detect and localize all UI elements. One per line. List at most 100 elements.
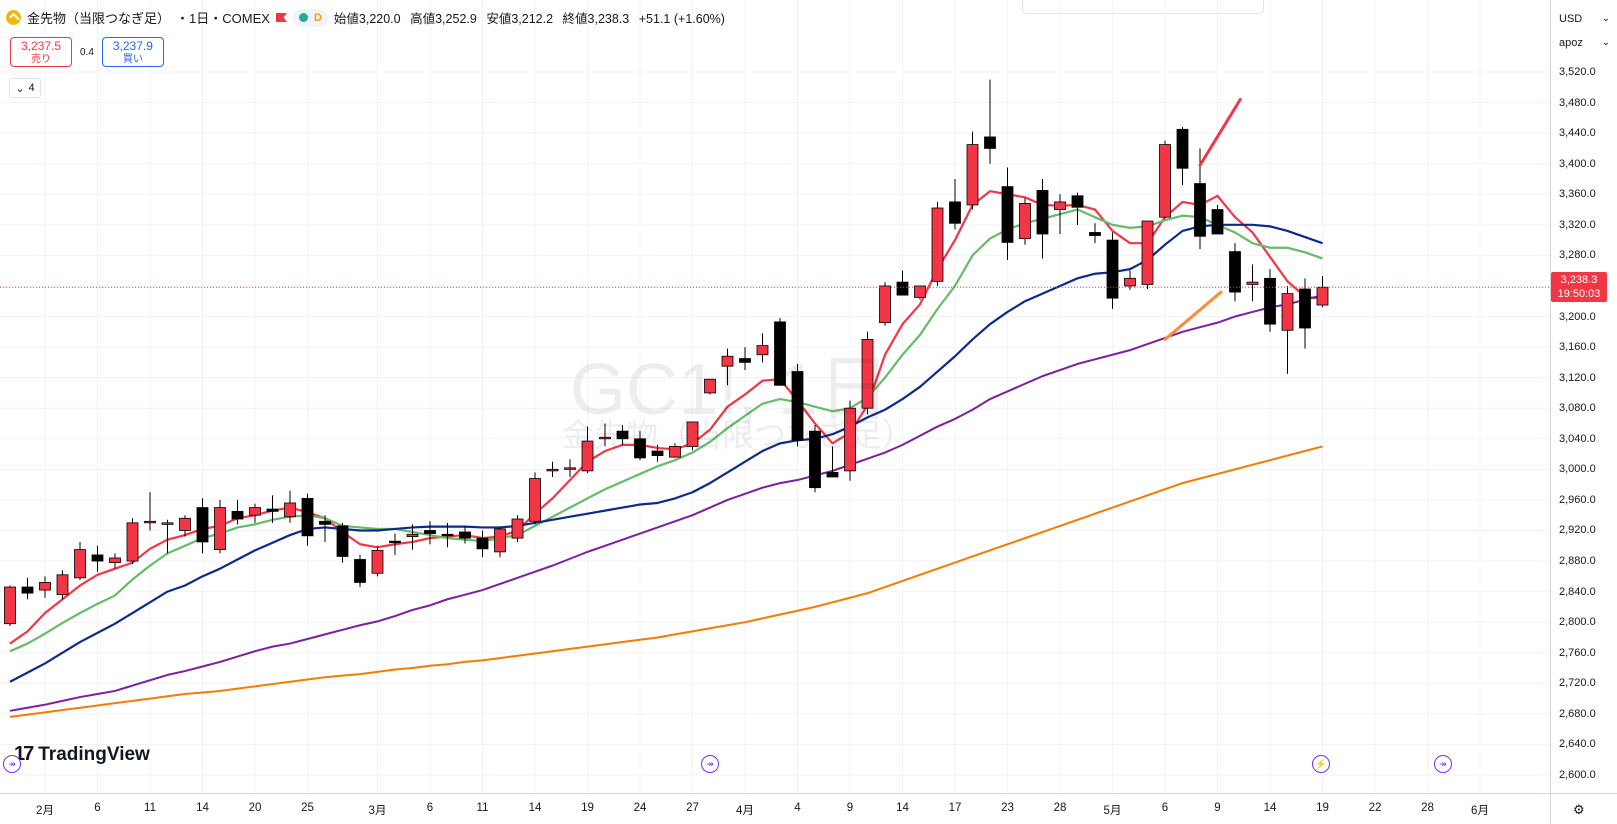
time-tick-label: 28 [1053, 802, 1067, 814]
candle [39, 576, 51, 598]
candle [1054, 194, 1066, 234]
time-tick-label: 4 [794, 802, 801, 814]
candle-body [1019, 203, 1031, 239]
candle [494, 527, 506, 558]
candle-body [406, 533, 419, 537]
candle-body [459, 531, 471, 539]
candle-body [844, 407, 856, 472]
indicator-count: 4 [28, 82, 35, 94]
candle-body [144, 520, 156, 524]
time-tick-label: 2月 [36, 805, 54, 817]
account-selector[interactable]: apoz [1559, 37, 1583, 49]
candle [214, 499, 226, 554]
candle-body [126, 522, 139, 562]
candle [1211, 204, 1224, 235]
price-axis[interactable]: USD ⌄ apoz ⌄ 2,600.0 2,640.0 2,680.0 2,720.… [1550, 0, 1617, 793]
time-tick-label: 14 [528, 802, 542, 814]
time-tick-label: 6月 [1471, 805, 1489, 817]
candle-body [371, 549, 384, 574]
candle [529, 472, 541, 525]
symbol-title[interactable]: 金先物（当限つなぎ足） [27, 11, 171, 26]
candle-body [1194, 183, 1206, 237]
candle [966, 131, 979, 210]
candle-body [599, 436, 611, 440]
candle-body [1176, 128, 1189, 169]
price-tick-label: 3,120.0 [1559, 371, 1596, 384]
watermark-name: 金先物（当限つなぎ足） [562, 417, 915, 453]
candle [406, 524, 419, 550]
candle [774, 318, 786, 386]
floating-toolbar[interactable] [1022, 0, 1264, 14]
candle [21, 577, 34, 600]
price-tick-label: 2,640.0 [1559, 738, 1596, 751]
last-price-label: 3,238.3 19:50:03 [1551, 272, 1607, 303]
candle-body [231, 510, 244, 520]
candle-body [214, 507, 226, 550]
time-tick-label: 9 [846, 802, 854, 814]
trend-drawings [1163, 98, 1242, 341]
trade-buttons: 3,237.5 売り 0.4 3,237.9 買い [10, 37, 164, 67]
candle [336, 522, 349, 563]
candle [1071, 192, 1084, 225]
candle [844, 400, 856, 481]
candle-body [21, 586, 34, 594]
candle [546, 461, 559, 477]
time-tick-label: 19 [581, 802, 594, 814]
candlesticks [4, 79, 1329, 626]
candle [1089, 223, 1101, 244]
ema-lines [9, 190, 1323, 718]
candle-body [1001, 186, 1014, 243]
currency-selector[interactable]: USD [1559, 13, 1583, 25]
candle-body [1106, 239, 1119, 299]
candle-body [56, 574, 69, 596]
close-label: 終値 [562, 12, 588, 26]
candle-body [441, 533, 454, 537]
candle [564, 459, 576, 477]
market-status[interactable]: D [292, 8, 328, 27]
candle-body [4, 586, 16, 625]
candle [249, 503, 261, 523]
indicators-toggle[interactable]: ⌄ 4 [9, 78, 41, 98]
time-tick-label: 3月 [368, 805, 387, 817]
price-tick-label: 2,600.0 [1559, 769, 1596, 781]
high-value: 3,252.9 [435, 12, 477, 26]
time-tick-label: 14 [196, 802, 209, 814]
price-tick-label: 2,680.0 [1559, 707, 1596, 720]
candle-body [966, 144, 979, 206]
candle [109, 553, 121, 569]
event-marker-icon[interactable]: ↠ [1434, 755, 1452, 773]
price-tick-label: 3,280.0 [1559, 249, 1596, 262]
candle-body [984, 136, 996, 149]
open-value: 3,220.0 [358, 12, 401, 26]
candle [511, 515, 524, 542]
sell-button[interactable]: 3,237.5 売り [10, 37, 72, 67]
gear-icon[interactable]: ⚙ [1573, 802, 1585, 817]
event-marker-icon[interactable]: ↠ [3, 755, 21, 773]
candle-body [896, 281, 909, 296]
time-tick-label: 23 [1001, 802, 1014, 814]
chart-plot[interactable] [0, 0, 1550, 793]
candle [161, 519, 174, 554]
settings-corner[interactable]: ⚙ [1550, 793, 1617, 824]
buy-button[interactable]: 3,237.9 買い [101, 37, 164, 67]
spread-value: 0.4 [80, 46, 94, 58]
time-tick-label: 6 [94, 802, 101, 814]
tradingview-logo[interactable]: 17 TradingView [14, 743, 150, 766]
candle-body [1246, 281, 1259, 285]
candle [56, 570, 69, 600]
dividend-marker-icon[interactable]: ⚡ [1312, 755, 1330, 773]
candle-body [109, 557, 121, 563]
candle-body [739, 358, 751, 363]
candle-body [1141, 220, 1154, 285]
event-marker-icon[interactable]: ↠ [701, 755, 719, 773]
low-value: 3,212.2 [511, 12, 554, 26]
flag-icon[interactable] [275, 13, 287, 22]
interval-exchange[interactable]: ・1日・COMEX [176, 11, 270, 26]
price-tick-label: 3,400.0 [1559, 157, 1596, 170]
candle-body [704, 378, 716, 394]
candle [424, 521, 436, 545]
candle-body [161, 522, 174, 525]
time-axis[interactable]: 2月 6 11 14 20 25 3月 6 11 14 19 24 27 4月 4 9 14 17 23 28 5月 6 9… [0, 793, 1550, 824]
candle-body [1211, 209, 1224, 235]
candle [931, 201, 944, 286]
